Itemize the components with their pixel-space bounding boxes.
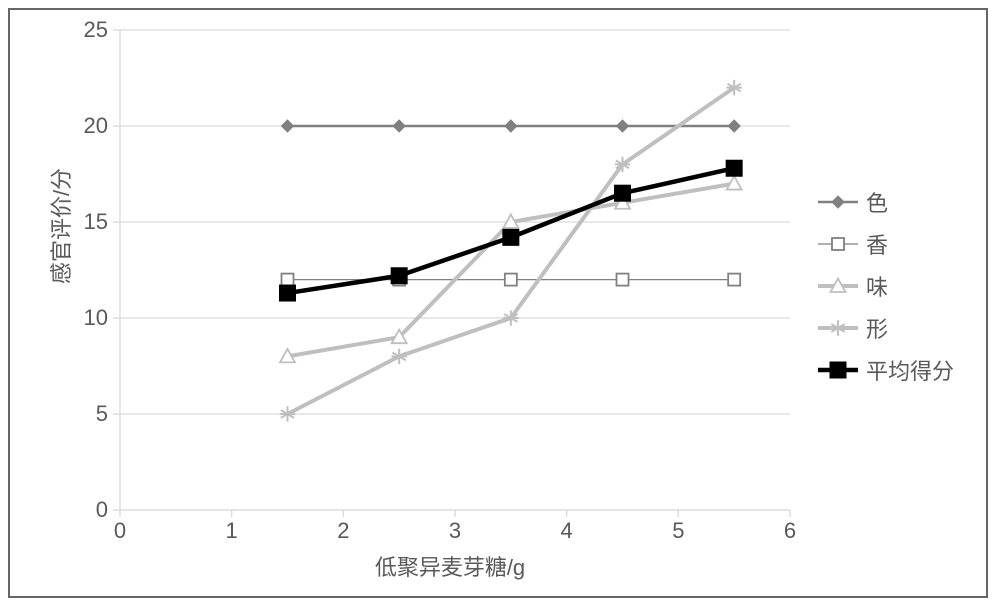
- x-tick-label: 5: [668, 518, 688, 544]
- legend-swatch: [818, 358, 858, 382]
- y-tick-label: 25: [84, 17, 108, 43]
- legend-item-xing: 形: [818, 316, 954, 340]
- legend-label: 平均得分: [866, 354, 954, 386]
- y-tick-label: 0: [96, 497, 108, 523]
- legend-label: 形: [866, 312, 888, 344]
- y-tick-label: 20: [84, 113, 108, 139]
- chart-area: 感官评价/分 低聚异麦芽糖/g 0 1 2 3 4 5 6 0 5 10 15 20 25 色香味形平均…: [10, 10, 990, 600]
- legend-swatch: [818, 232, 858, 256]
- x-tick-label: 6: [780, 518, 800, 544]
- y-tick-label: 5: [96, 401, 108, 427]
- legend-item-wei: 味: [818, 274, 954, 298]
- x-tick-label: 4: [557, 518, 577, 544]
- x-tick-label: 2: [333, 518, 353, 544]
- legend-label: 香: [866, 228, 888, 260]
- legend-label: 味: [866, 270, 888, 302]
- x-tick-label: 1: [222, 518, 242, 544]
- y-tick-label: 10: [84, 305, 108, 331]
- legend: 色香味形平均得分: [818, 190, 954, 382]
- x-tick-label: 3: [445, 518, 465, 544]
- legend-swatch: [818, 274, 858, 298]
- legend-swatch: [818, 316, 858, 340]
- y-tick-label: 15: [84, 209, 108, 235]
- legend-label: 色: [866, 186, 888, 218]
- legend-swatch: [818, 190, 858, 214]
- legend-item-se: 色: [818, 190, 954, 214]
- legend-item-avg: 平均得分: [818, 358, 954, 382]
- x-axis-label: 低聚异麦芽糖/g: [10, 550, 890, 582]
- chart-frame: 感官评价/分 低聚异麦芽糖/g 0 1 2 3 4 5 6 0 5 10 15 20 25 色香味形平均…: [8, 8, 988, 598]
- legend-item-xiang: 香: [818, 232, 954, 256]
- y-axis-label: 感官评价/分: [44, 146, 76, 306]
- x-tick-label: 0: [110, 518, 130, 544]
